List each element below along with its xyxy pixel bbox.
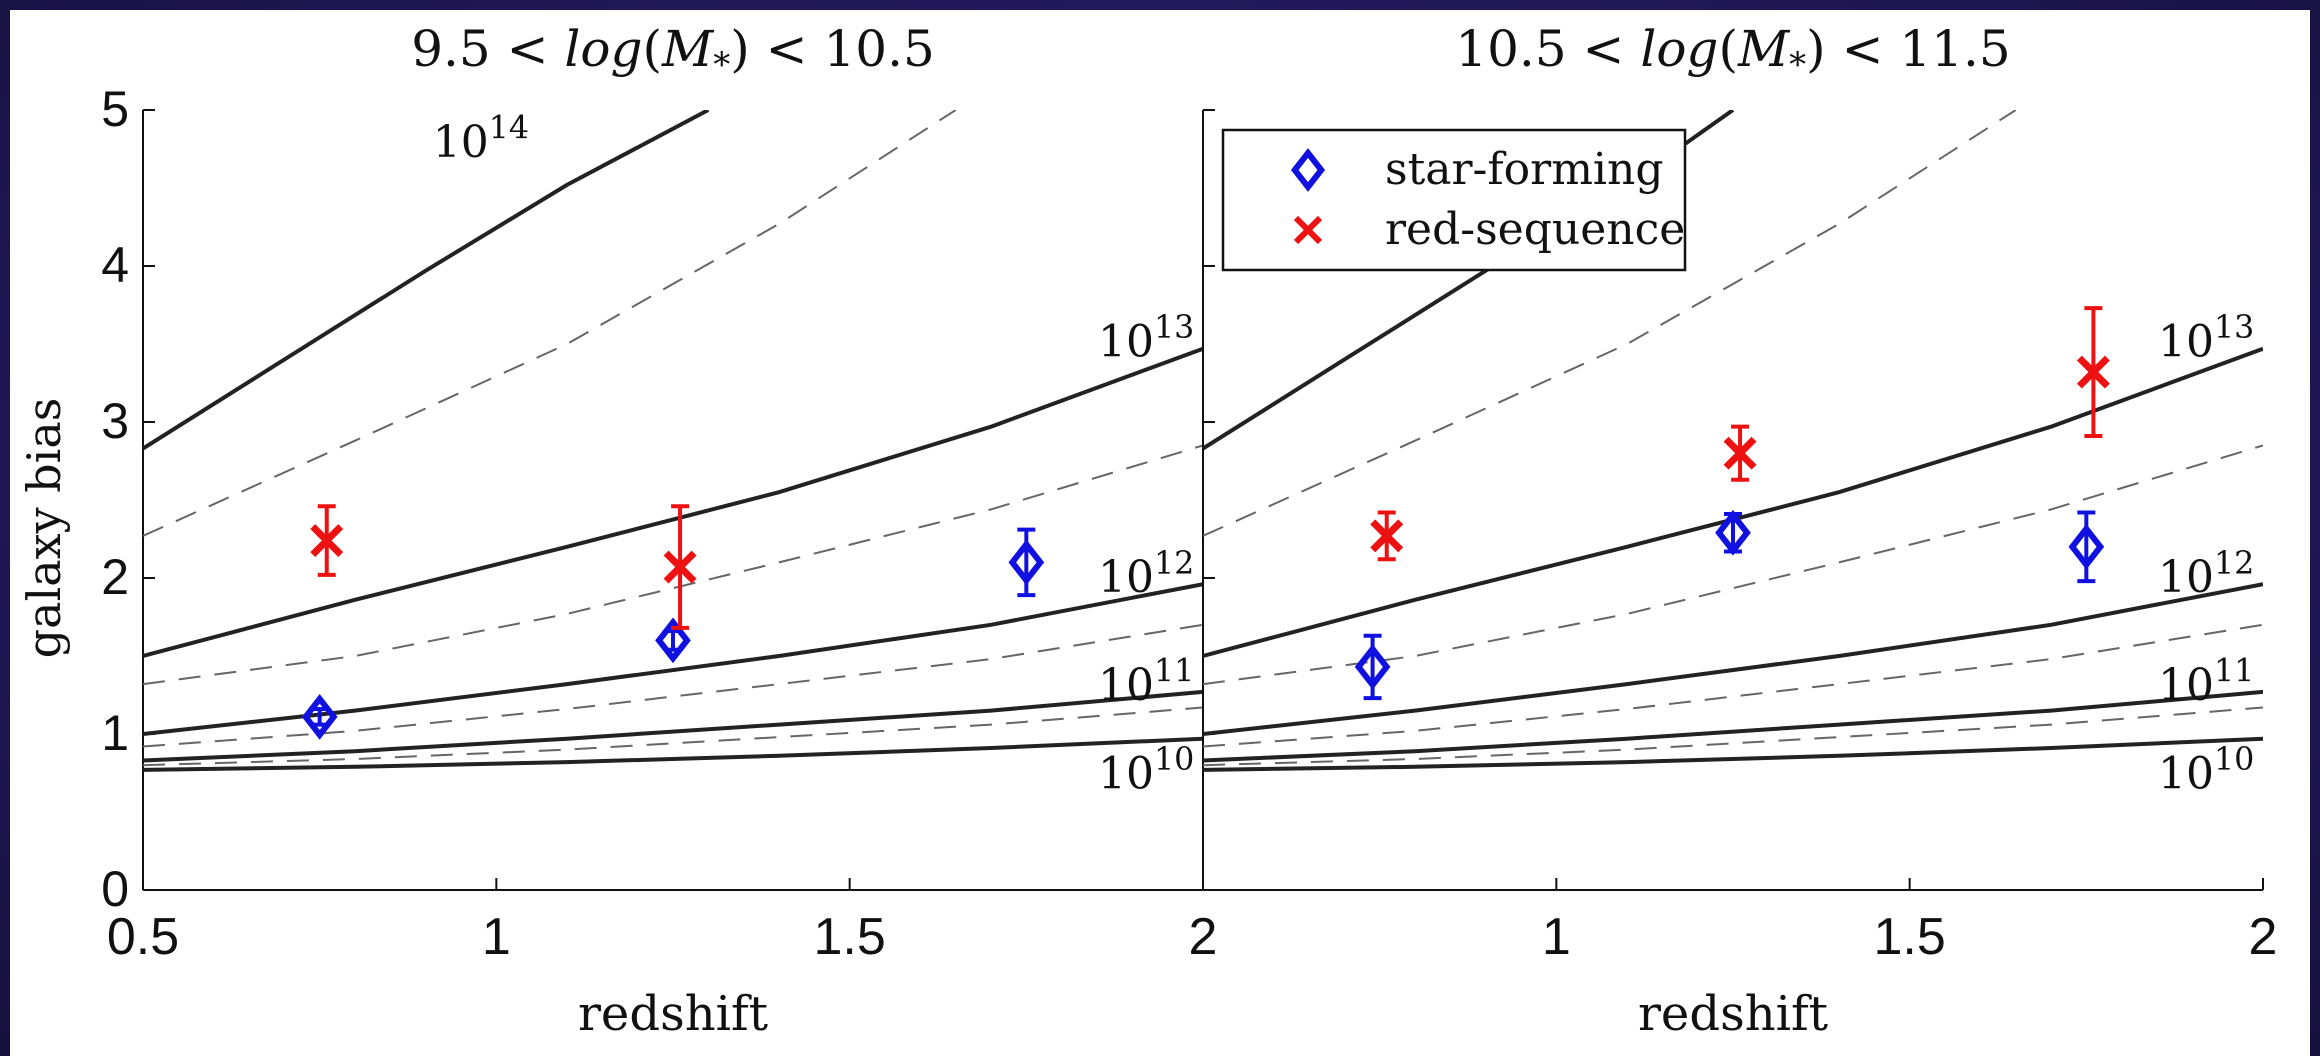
halo-mass-label: 1012 <box>2158 546 2254 603</box>
star-forming-point <box>301 693 338 740</box>
legend-star-forming-marker <box>1290 148 1326 192</box>
halo-mass-curve <box>1203 736 2263 772</box>
y-tick-label: 2 <box>101 549 129 605</box>
halo-mass-label: 1010 <box>1098 742 1194 799</box>
y-tick-label: 5 <box>101 81 129 137</box>
legend-label: red-sequence <box>1385 204 1685 255</box>
halo-mass-label: 1014 <box>433 110 529 167</box>
star-forming-point <box>1715 509 1751 556</box>
y-tick-label: 3 <box>101 393 129 449</box>
x-tick-label: 0.5 <box>107 908 179 966</box>
halo-mass-curve <box>1203 582 2263 736</box>
star-forming-point <box>1008 539 1045 586</box>
x-tick-label: 2 <box>2249 908 2278 966</box>
legend-label: star-forming <box>1385 144 1664 195</box>
star-forming-point <box>2068 523 2105 570</box>
y-tick-label: 0 <box>101 861 129 917</box>
halo-mass-curve <box>143 110 710 451</box>
x-tick-label: 1 <box>1542 908 1571 966</box>
halo-mass-curve <box>143 346 1203 658</box>
dashed-halo-curve <box>143 706 1203 767</box>
legend-box <box>1221 128 1687 272</box>
halo-mass-label: 1013 <box>1098 310 1194 367</box>
x-axis-label: redshift <box>578 986 768 1042</box>
red-sequence-point <box>1723 436 1757 470</box>
dashed-halo-curve <box>1203 623 2263 748</box>
chart-panel-2: 1 1.5 2 redshift 10.5 < log(M*) < 11.5 1013 10… <box>1202 20 2278 1042</box>
red-sequence-point <box>310 524 344 558</box>
halo-mass-label: 1013 <box>2158 310 2254 367</box>
x-tick-label: 1 <box>482 908 511 966</box>
dashed-halo-curve <box>143 444 1203 686</box>
halo-mass-label: 1012 <box>1098 546 1194 603</box>
dashed-halo-curve <box>1203 110 2017 537</box>
halo-mass-label: 1011 <box>2158 653 2254 710</box>
chart-panel-1: 0 1 2 3 4 5 0.5 1 1.5 2 redshift 9.5 < log(M*) < 10… <box>101 20 1217 1042</box>
figure-panel <box>10 10 2310 1056</box>
star-forming-point <box>1354 644 1391 690</box>
panel-title: 10.5 < log(M*) < 11.5 <box>1455 20 2010 85</box>
model-curves <box>143 110 1203 772</box>
star-forming-point <box>655 617 691 664</box>
panel-title: 9.5 < log(M*) < 10.5 <box>411 20 935 85</box>
red-sequence-point <box>1370 519 1404 553</box>
y-tick-label: 1 <box>101 705 129 761</box>
legend-red-sequence-marker <box>1293 215 1323 245</box>
halo-mass-label: 1010 <box>2158 742 2254 799</box>
x-tick-label: 1.5 <box>1874 908 1946 966</box>
y-tick-label: 4 <box>101 237 129 293</box>
halo-mass-curve <box>1203 689 2263 763</box>
x-tick-label: 2 <box>1189 908 1218 966</box>
red-sequence-point <box>663 550 697 584</box>
legend: star-forming red-sequence <box>1221 128 1687 272</box>
dashed-halo-curve <box>143 110 957 537</box>
y-axis-label: galaxy bias <box>17 398 71 659</box>
dashed-halo-curve <box>1203 444 2263 686</box>
halo-mass-curve <box>1203 346 2263 658</box>
halo-mass-curve <box>143 689 1203 763</box>
halo-mass-label: 1011 <box>1098 653 1194 710</box>
red-sequence-point <box>2076 355 2110 389</box>
x-axis-label: redshift <box>1638 986 1828 1042</box>
dashed-halo-curve <box>1203 706 2263 767</box>
halo-mass-curve <box>143 736 1203 772</box>
x-tick-label: 1.5 <box>814 908 886 966</box>
